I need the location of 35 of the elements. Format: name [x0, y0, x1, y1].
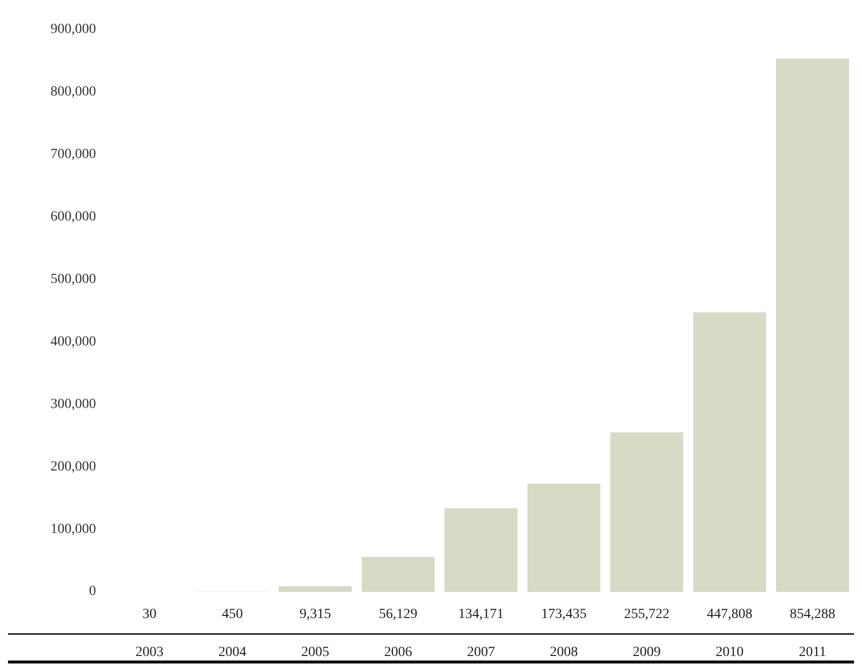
- data-label: 447,808: [706, 607, 752, 622]
- data-label: 173,435: [541, 607, 587, 622]
- x-tick-label: 2005: [301, 645, 330, 660]
- data-label: 450: [222, 607, 243, 622]
- x-tick-label: 2008: [550, 645, 578, 660]
- y-tick-label: 800,000: [50, 84, 96, 100]
- x-tick-label: 2007: [467, 645, 495, 660]
- y-tick-label: 300,000: [50, 396, 96, 412]
- x-tick-label: 2011: [798, 645, 826, 660]
- bar: [362, 556, 435, 592]
- data-label: 56,129: [378, 607, 418, 622]
- bar: [693, 312, 766, 592]
- data-label: 255,722: [624, 607, 670, 622]
- x-tick-label: 2006: [384, 645, 412, 660]
- bar: [278, 586, 352, 592]
- data-label: 30: [142, 607, 156, 622]
- x-tick-label: 2009: [632, 645, 661, 660]
- x-tick-label: 2004: [218, 645, 246, 660]
- bar: [527, 484, 600, 592]
- y-tick-label: 0: [89, 584, 96, 600]
- y-tick-label: 900,000: [50, 22, 96, 38]
- bar: [776, 58, 850, 592]
- data-label: 134,171: [458, 607, 504, 622]
- y-tick-label: 100,000: [50, 522, 96, 537]
- y-tick-label: 500,000: [50, 272, 96, 287]
- x-tick-label: 2010: [716, 645, 744, 660]
- y-tick-label: 600,000: [50, 210, 96, 225]
- bar: [444, 508, 518, 592]
- y-tick-label: 200,000: [50, 459, 96, 474]
- x-tick-label: 2003: [135, 645, 164, 660]
- bar: [610, 432, 684, 592]
- y-tick-label: 700,000: [50, 147, 96, 162]
- y-tick-label: 400,000: [50, 334, 96, 350]
- data-label: 854,288: [790, 607, 836, 622]
- data-label: 9,315: [299, 607, 331, 622]
